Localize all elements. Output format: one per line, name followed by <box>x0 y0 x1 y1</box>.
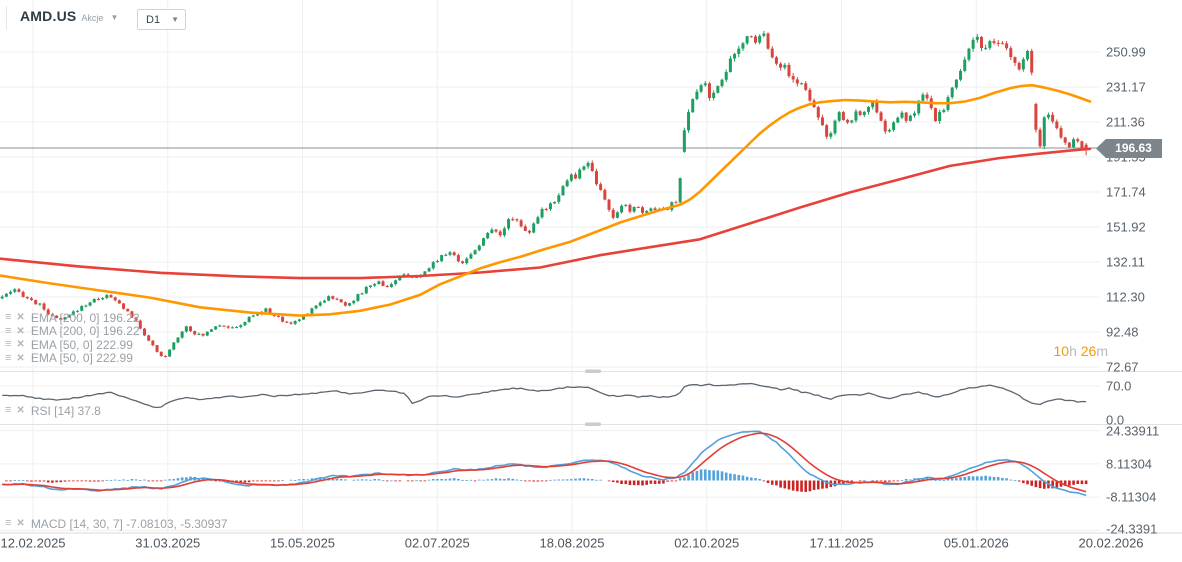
indicator-settings-icon[interactable]: ≡ <box>5 311 12 323</box>
rsi-axis-label: 70.0 <box>1106 378 1132 394</box>
countdown-minutes: 26 <box>1080 343 1097 359</box>
indicator-settings-icon[interactable]: ≡ <box>5 324 12 337</box>
date-label: 15.05.2025 <box>269 535 336 551</box>
chevron-down-icon: ▼ <box>171 15 179 24</box>
indicator-close-icon[interactable]: ✕ <box>16 518 25 529</box>
indicator-label: EMA [50, 0] 222.99 <box>30 337 133 352</box>
indicator-row-ema200-a: ≡ ✕ EMA [200, 0] 196.22 <box>5 310 140 325</box>
date-label: 05.01.2026 <box>943 535 1009 551</box>
symbol-selector[interactable]: AMD.US Akcje ▼ <box>20 8 118 24</box>
header-divider <box>6 6 7 30</box>
date-label: 17.11.2025 <box>809 535 874 551</box>
indicator-close-icon[interactable]: ✕ <box>16 325 25 337</box>
macd-axis-label: 24.33911 <box>1106 423 1160 439</box>
indicator-label: RSI [14] 37.8 <box>30 403 101 418</box>
panel-collapse-handle[interactable] <box>585 369 601 374</box>
symbol-name: AMD.US <box>20 8 77 24</box>
price-axis-label: 132.11 <box>1106 254 1145 270</box>
countdown-minutes-unit: m <box>1096 343 1108 359</box>
date-label: 31.03.2025 <box>135 535 201 551</box>
macd-axis-label: -24.3391 <box>1106 521 1158 537</box>
indicator-row-ema200-b: ≡ ✕ EMA [200, 0] 196.22 <box>5 324 140 338</box>
indicator-settings-icon[interactable]: ≡ <box>5 351 12 364</box>
price-axis-label: 250.99 <box>1106 44 1146 60</box>
date-label: 18.08.2025 <box>539 535 605 551</box>
candle-countdown: 10h 26m <box>1053 343 1108 359</box>
instrument-type-label: Akcje <box>81 12 104 23</box>
timeframe-select[interactable]: D1 ▼ <box>137 9 186 30</box>
indicator-row-macd: ≡ ✕ MACD [14, 30, 7] -7.08103, -5.30937 <box>5 516 228 531</box>
macd-axis-label: 8.11304 <box>1106 456 1153 472</box>
indicator-label: EMA [200, 0] 196.22 <box>30 324 140 338</box>
indicator-settings-icon[interactable]: ≡ <box>5 338 12 350</box>
date-label: 12.02.2025 <box>0 535 66 551</box>
chevron-down-icon: ▼ <box>110 12 119 22</box>
indicator-close-icon[interactable]: ✕ <box>16 312 25 323</box>
indicator-label: MACD [14, 30, 7] -7.08103, -5.30937 <box>30 516 228 531</box>
indicator-close-icon[interactable]: ✕ <box>16 405 25 416</box>
price-axis-label: 171.74 <box>1106 184 1146 200</box>
countdown-hours-unit: h <box>1069 343 1077 359</box>
indicator-row-rsi: ≡ ✕ RSI [14] 37.8 <box>5 403 101 418</box>
price-axis-label: 151.92 <box>1106 219 1146 235</box>
timeframe-value: D1 <box>146 13 161 26</box>
indicator-settings-icon[interactable]: ≡ <box>5 517 12 529</box>
panel-collapse-handle[interactable] <box>585 422 601 427</box>
indicator-close-icon[interactable]: ✕ <box>16 352 25 364</box>
date-label: 02.10.2025 <box>674 535 740 551</box>
countdown-hours: 10 <box>1053 343 1070 359</box>
indicator-row-ema50-a: ≡ ✕ EMA [50, 0] 222.99 <box>5 337 133 352</box>
macd-axis-label: -8.11304 <box>1106 489 1157 505</box>
indicator-close-icon[interactable]: ✕ <box>16 339 25 350</box>
rsi-axis-label: 0.0 <box>1106 412 1125 427</box>
current-price-badge: 196.63 <box>1096 139 1162 158</box>
price-axis-label: 112.30 <box>1106 289 1145 305</box>
indicator-row-ema50-b: ≡ ✕ EMA [50, 0] 222.99 <box>5 351 133 365</box>
price-axis-label: 72.67 <box>1106 359 1139 375</box>
indicator-settings-icon[interactable]: ≡ <box>5 404 12 416</box>
date-label: 02.07.2025 <box>404 535 470 551</box>
price-axis-label: 211.36 <box>1106 114 1145 130</box>
price-axis-label: 92.48 <box>1106 324 1139 340</box>
price-axis-label: 231.17 <box>1106 79 1146 95</box>
indicator-label: EMA [50, 0] 222.99 <box>30 351 133 365</box>
indicator-label: EMA [200, 0] 196.22 <box>30 310 140 325</box>
date-label: 20.02.2026 <box>1078 535 1144 551</box>
